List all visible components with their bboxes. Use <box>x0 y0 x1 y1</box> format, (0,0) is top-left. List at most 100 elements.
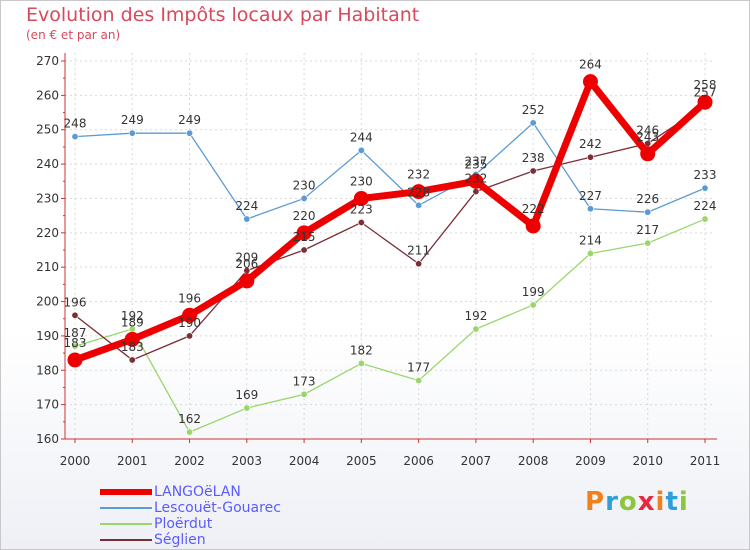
y-tick-label: 200 <box>36 295 59 309</box>
data-label: 220 <box>293 209 316 223</box>
logo-letter: o <box>618 487 638 517</box>
x-tick-label: 2005 <box>346 454 377 468</box>
data-label: 244 <box>350 130 373 144</box>
data-label: 183 <box>64 336 87 350</box>
data-point <box>357 219 365 227</box>
logo-letter: t <box>665 487 679 517</box>
y-tick-label: 210 <box>36 260 59 274</box>
data-point <box>124 331 140 347</box>
data-point <box>529 167 537 175</box>
y-tick-label: 220 <box>36 226 59 240</box>
chart-subtitle: (en € et par an) <box>26 28 121 42</box>
data-point <box>586 205 594 213</box>
legend-label: Ploërdut <box>154 516 213 532</box>
data-label: 243 <box>636 130 659 144</box>
y-tick-label: 180 <box>36 363 59 377</box>
data-label: 248 <box>64 117 87 131</box>
data-point <box>67 352 83 368</box>
data-point <box>357 146 365 154</box>
series-layer <box>67 74 713 436</box>
data-point <box>529 119 537 127</box>
data-label: 257 <box>694 86 717 100</box>
data-label: 211 <box>407 244 430 258</box>
data-label: 249 <box>178 113 201 127</box>
data-label: 215 <box>293 230 316 244</box>
data-label: 196 <box>64 295 87 309</box>
data-point <box>586 153 594 161</box>
data-label: 162 <box>178 412 201 426</box>
y-axis-ticks: 160 170 180 190 200 210 220 230 240 250 260 270 <box>36 54 59 446</box>
legend-label: LANGOëLAN <box>154 484 241 500</box>
data-point <box>357 359 365 367</box>
series-line-0 <box>74 121 706 220</box>
data-label: 237 <box>464 154 487 168</box>
data-point <box>582 74 598 90</box>
data-point <box>697 94 713 110</box>
data-point <box>243 215 251 223</box>
x-tick-label: 2006 <box>403 454 434 468</box>
x-tick-label: 2008 <box>518 454 549 468</box>
data-label: 233 <box>694 168 717 182</box>
data-point <box>701 215 709 223</box>
data-point <box>300 246 308 254</box>
data-label: 214 <box>579 233 602 247</box>
data-label: 192 <box>121 309 144 323</box>
legend-swatch <box>100 539 152 541</box>
x-tick-label: 2000 <box>60 454 91 468</box>
data-point <box>586 249 594 257</box>
data-label: 199 <box>522 285 545 299</box>
series-line-2 <box>74 105 706 361</box>
y-tick-label: 230 <box>36 191 59 205</box>
data-label: 196 <box>178 291 201 305</box>
series-line-1 <box>74 218 706 433</box>
data-label: 224 <box>235 199 258 213</box>
x-tick-label: 2007 <box>461 454 492 468</box>
data-label: 230 <box>293 178 316 192</box>
y-tick-label: 240 <box>36 157 59 171</box>
x-tick-label: 2009 <box>575 454 606 468</box>
logo-letter: i <box>655 487 666 517</box>
data-point <box>468 173 484 189</box>
data-label: 190 <box>178 316 201 330</box>
data-label: 192 <box>464 309 487 323</box>
data-point <box>701 184 709 192</box>
data-label: 258 <box>694 78 717 92</box>
data-point <box>243 404 251 412</box>
y-tick-label: 190 <box>36 329 59 343</box>
proxiti-logo: Proxiti <box>585 487 689 517</box>
data-point <box>71 133 79 141</box>
data-point <box>411 184 427 200</box>
data-point <box>300 194 308 202</box>
logo-letter: P <box>585 487 606 517</box>
data-label: 222 <box>522 202 545 216</box>
data-point <box>415 201 423 209</box>
data-point <box>128 356 136 364</box>
x-tick-label: 2001 <box>117 454 148 468</box>
data-point <box>186 332 194 340</box>
x-tick-label: 2004 <box>289 454 320 468</box>
data-label: 246 <box>636 123 659 137</box>
data-label: 183 <box>121 340 144 354</box>
data-point <box>472 325 480 333</box>
data-label: 232 <box>464 172 487 186</box>
y-tick-label: 160 <box>36 432 59 446</box>
x-tick-label: 2002 <box>174 454 205 468</box>
data-label: 189 <box>121 315 144 329</box>
data-point <box>644 239 652 247</box>
data-label: 226 <box>636 192 659 206</box>
data-label: 235 <box>464 157 487 171</box>
x-tick-label: 2011 <box>690 454 721 468</box>
data-point <box>415 260 423 268</box>
y-tick-label: 270 <box>36 54 59 68</box>
data-label: 209 <box>235 251 258 265</box>
data-point <box>415 377 423 385</box>
legend-label: Lescouët-Gouarec <box>154 500 281 516</box>
logo-letter: i <box>678 487 689 517</box>
data-label: 217 <box>636 223 659 237</box>
data-label: 187 <box>64 326 87 340</box>
y-tick-label: 260 <box>36 88 59 102</box>
legend-label: Séglien <box>154 532 206 548</box>
data-point <box>472 188 480 196</box>
